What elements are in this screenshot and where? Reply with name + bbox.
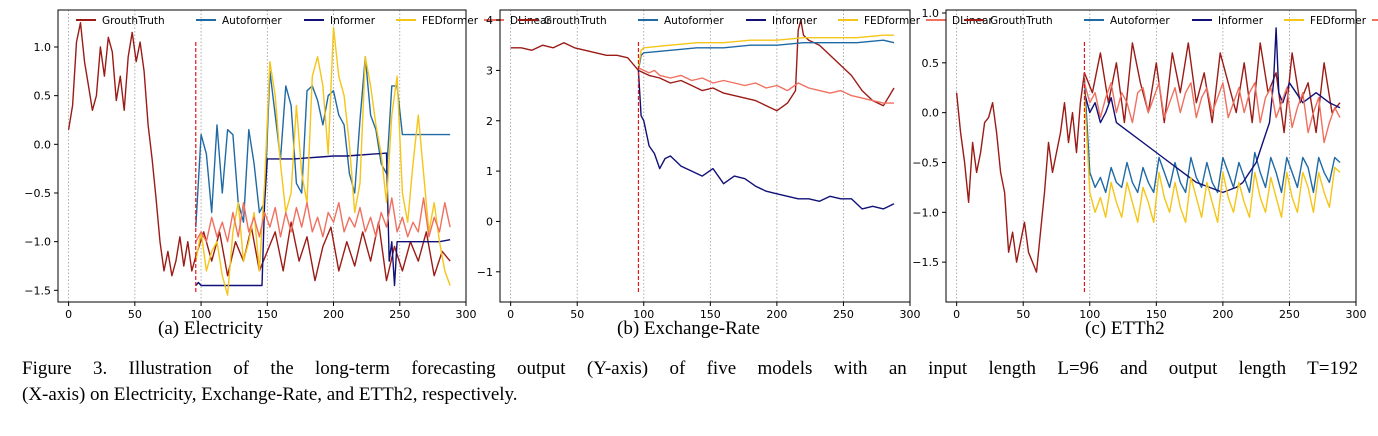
legend-label: Autoformer	[1110, 15, 1170, 27]
axes-frame	[57, 9, 467, 303]
series-line-dlinear	[638, 67, 894, 104]
x-tick-label: 150	[1146, 308, 1167, 321]
y-tick-label: 0.0	[922, 107, 940, 120]
x-tick-label: 100	[1079, 308, 1100, 321]
subcaption-a: (a) Electricity	[158, 318, 263, 339]
x-tick-label: 200	[1212, 308, 1233, 321]
series-line-dlinear	[195, 197, 451, 243]
series-line-fedformer	[195, 26, 451, 296]
y-tick-label: 0.0	[34, 138, 52, 151]
legend-label: Autoformer	[664, 15, 724, 27]
legend-label: GrouthTruth	[990, 15, 1053, 27]
x-tick-label: 0	[953, 308, 960, 321]
panel-exchange-rate: 0 50 100 150 200 250 300 −1 0 1 2 3 4 GrouthTruth Auto…	[477, 9, 993, 321]
axes-frame	[499, 9, 911, 303]
y-tick-label: −1	[477, 266, 493, 279]
x-tick-label: 200	[766, 308, 787, 321]
series-line-informer	[195, 152, 451, 287]
x-tick-label: 100	[633, 308, 654, 321]
y-tick-label: −0.5	[912, 156, 939, 169]
x-tick-label: 0	[65, 308, 72, 321]
legend-label: FEDformer	[864, 15, 921, 27]
y-tick-label: −1.0	[24, 236, 51, 249]
caption-line-2: (X-axis) on Electricity, Exchange-Rate, …	[22, 384, 518, 405]
legend-label: FEDformer	[422, 15, 479, 27]
legend-label: GrouthTruth	[544, 15, 607, 27]
x-tick-label: 0	[507, 308, 514, 321]
y-tick-label: −0.5	[24, 187, 51, 200]
x-tick-label: 50	[1016, 308, 1030, 321]
subcaption-b: (b) Exchange-Rate	[617, 318, 760, 339]
panel-electricity: 0 50 100 150 200 250 300−1.5−1.0−0.50.00.51.0G…	[24, 9, 551, 321]
legend-label: FEDformer	[1310, 15, 1367, 27]
x-tick-label: 250	[1279, 308, 1300, 321]
series-line-autoformer	[1083, 77, 1341, 194]
legend-label: Informer	[1218, 15, 1264, 27]
x-tick-label: 50	[570, 308, 584, 321]
y-tick-label: 0	[486, 215, 493, 228]
series-line-grouthtruth	[67, 22, 451, 282]
legend-label: Autoformer	[222, 15, 282, 27]
series-line-fedformer	[1083, 92, 1341, 224]
y-tick-label: 4	[486, 14, 493, 27]
series-line-informer	[1083, 27, 1341, 194]
x-tick-label: 50	[128, 308, 142, 321]
x-tick-label: 250	[833, 308, 854, 321]
y-tick-label: 1	[486, 165, 493, 178]
legend-label: Informer	[772, 15, 818, 27]
caption-line-1: Figure 3. Illustration of the long-term …	[22, 358, 1358, 379]
series-line-grouthtruth	[510, 19, 895, 112]
x-tick-label: 150	[257, 308, 278, 321]
y-tick-label: 1.0	[34, 41, 52, 54]
panel-etth2: 0 50 100 150 200 250 300 −1.5 −1.0 −0.5 0.0 0.5 1.0 G…	[912, 7, 1378, 321]
y-tick-label: 2	[486, 115, 493, 128]
x-tick-label: 300	[1346, 308, 1367, 321]
x-tick-label: 300	[900, 308, 921, 321]
subcaption-c: (c) ETTh2	[1085, 318, 1165, 339]
y-tick-label: −1.5	[912, 256, 939, 269]
legend-label: GrouthTruth	[102, 15, 165, 27]
y-tick-label: 3	[486, 64, 493, 77]
y-tick-label: −1.0	[912, 206, 939, 219]
legend-label: Informer	[330, 15, 376, 27]
series-line-fedformer	[637, 34, 894, 69]
y-tick-label: 0.5	[922, 57, 940, 70]
y-tick-label: 0.5	[34, 90, 52, 103]
series-line-dlinear	[1083, 82, 1341, 144]
figure: 0 50 100 150 200 250 300−1.5−1.0−0.50.00.51.0G…	[24, 7, 1378, 321]
y-tick-label: 1.0	[922, 7, 940, 20]
x-tick-label: 250	[389, 308, 410, 321]
x-tick-label: 100	[191, 308, 212, 321]
figure-caption: Figure 3. Illustration of the long-term …	[22, 356, 1358, 408]
series-line-informer	[637, 70, 895, 210]
y-tick-label: −1.5	[24, 284, 51, 297]
axes-frame	[945, 9, 1357, 303]
x-tick-label: 150	[700, 308, 721, 321]
x-tick-label: 200	[323, 308, 344, 321]
series-line-grouthtruth	[955, 42, 1341, 273]
series-line-autoformer	[637, 39, 895, 71]
x-tick-label: 300	[456, 308, 477, 321]
